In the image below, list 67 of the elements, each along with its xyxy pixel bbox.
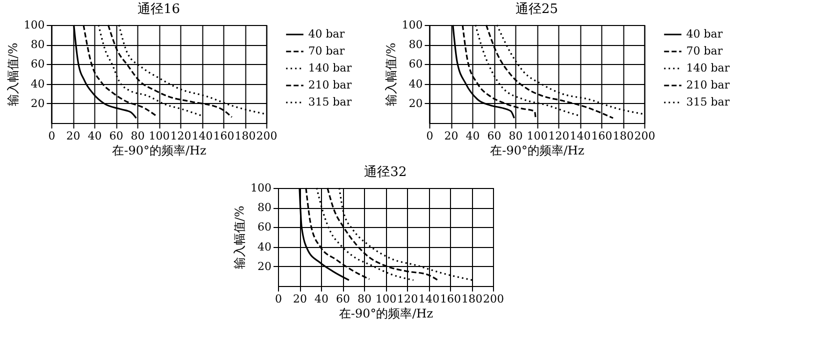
chart-title: 通径16 (137, 2, 180, 17)
x-tick-label: 60 (109, 130, 124, 142)
x-tick-label: 200 (634, 130, 656, 142)
x-tick-label: 60 (487, 130, 502, 142)
legend-label: 315 bar (308, 96, 352, 108)
legend-label: 315 bar (686, 96, 730, 108)
y-tick-label: 100 (250, 182, 272, 194)
legend-label: 140 bar (686, 62, 730, 74)
y-axis-title: 输入幅值/% (232, 206, 247, 270)
y-tick-label: 40 (30, 77, 45, 90)
x-tick-label: 40 (314, 292, 328, 306)
y-axis-title: 输入幅值/% (384, 42, 398, 106)
x-tick-label: 40 (88, 130, 102, 142)
legend-label: 70 bar (308, 44, 346, 58)
y-tick-label: 40 (258, 240, 272, 254)
legend-label: 140 bar (308, 62, 352, 74)
x-axis-title: 在-90°的频率/Hz (338, 306, 434, 320)
x-tick-label: 160 (440, 292, 461, 306)
y-tick-label: 80 (258, 201, 272, 214)
x-tick-label: 0 (275, 292, 282, 306)
y-tick-label: 60 (408, 58, 423, 71)
x-tick-label: 100 (148, 130, 170, 142)
x-tick-label: 120 (397, 292, 418, 306)
x-tick-label: 0 (426, 130, 434, 142)
x-tick-label: 100 (526, 130, 548, 142)
x-tick-label: 20 (444, 130, 458, 142)
x-tick-label: 160 (591, 130, 612, 142)
x-tick-label: 160 (213, 130, 234, 142)
x-axis-title: 在-90°的频率/Hz (490, 144, 584, 158)
y-tick-label: 60 (30, 58, 45, 71)
x-tick-label: 80 (358, 292, 372, 306)
y-tick-label: 80 (408, 38, 423, 52)
x-tick-label: 20 (293, 292, 307, 306)
x-axis-title: 在-90°的频率/Hz (112, 144, 206, 158)
y-axis-title: 输入幅值/% (6, 42, 20, 106)
x-tick-label: 180 (462, 292, 482, 306)
legend-label: 70 bar (686, 44, 724, 58)
legend-label: 210 bar (308, 78, 352, 92)
x-tick-label: 180 (612, 130, 634, 142)
y-tick-label: 40 (408, 77, 423, 90)
x-tick-label: 100 (376, 292, 396, 306)
x-tick-label: 120 (548, 130, 570, 142)
x-tick-label: 80 (130, 130, 145, 142)
y-tick-label: 20 (408, 96, 423, 110)
y-tick-label: 20 (258, 260, 272, 273)
x-tick-label: 60 (336, 292, 350, 306)
y-tick-label: 100 (24, 18, 45, 32)
x-tick-label: 40 (466, 130, 480, 142)
legend-label: 40 bar (308, 28, 346, 40)
x-tick-label: 200 (483, 292, 504, 306)
x-tick-label: 120 (170, 130, 192, 142)
chart-title: 通径32 (364, 165, 407, 180)
legend-label: 40 bar (686, 28, 724, 40)
x-tick-label: 200 (256, 130, 278, 142)
x-tick-label: 140 (418, 292, 440, 306)
x-tick-label: 0 (48, 130, 56, 142)
y-tick-label: 60 (258, 220, 272, 234)
x-tick-label: 180 (234, 130, 256, 142)
y-tick-label: 80 (30, 38, 45, 52)
x-tick-label: 80 (508, 130, 523, 142)
x-tick-label: 140 (570, 130, 591, 142)
y-tick-label: 20 (30, 96, 45, 110)
x-tick-label: 20 (66, 130, 80, 142)
y-tick-label: 100 (402, 18, 423, 32)
chart-title: 通径25 (515, 2, 558, 17)
legend-label: 210 bar (686, 78, 730, 92)
x-tick-label: 140 (192, 130, 213, 142)
